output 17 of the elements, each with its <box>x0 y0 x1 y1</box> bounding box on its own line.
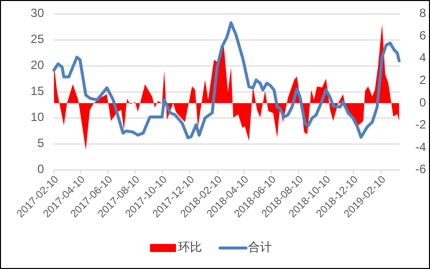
y-tick-label: 25 <box>30 32 44 46</box>
y-tick-label: 0 <box>37 162 44 176</box>
legend-label: 环比 <box>178 240 202 254</box>
y-tick-label: 15 <box>30 84 44 98</box>
y-tick-label: 20 <box>30 58 44 72</box>
y2-tick-label: 8 <box>419 6 426 20</box>
legend-label: 合计 <box>248 240 272 254</box>
y2-tick-label: 0 <box>419 95 426 110</box>
y2-tick-label: 4 <box>419 50 426 65</box>
y-tick-label: 30 <box>30 6 44 20</box>
y-tick-label: 10 <box>30 110 44 124</box>
y2-tick-label: 2 <box>419 73 426 88</box>
y2-tick-label: -2 <box>415 118 426 132</box>
y2-tick-label: -4 <box>415 140 426 154</box>
y2-tick-label: 6 <box>419 28 426 42</box>
y-tick-label: 5 <box>37 136 44 150</box>
y2-tick-label: -6 <box>415 162 426 176</box>
